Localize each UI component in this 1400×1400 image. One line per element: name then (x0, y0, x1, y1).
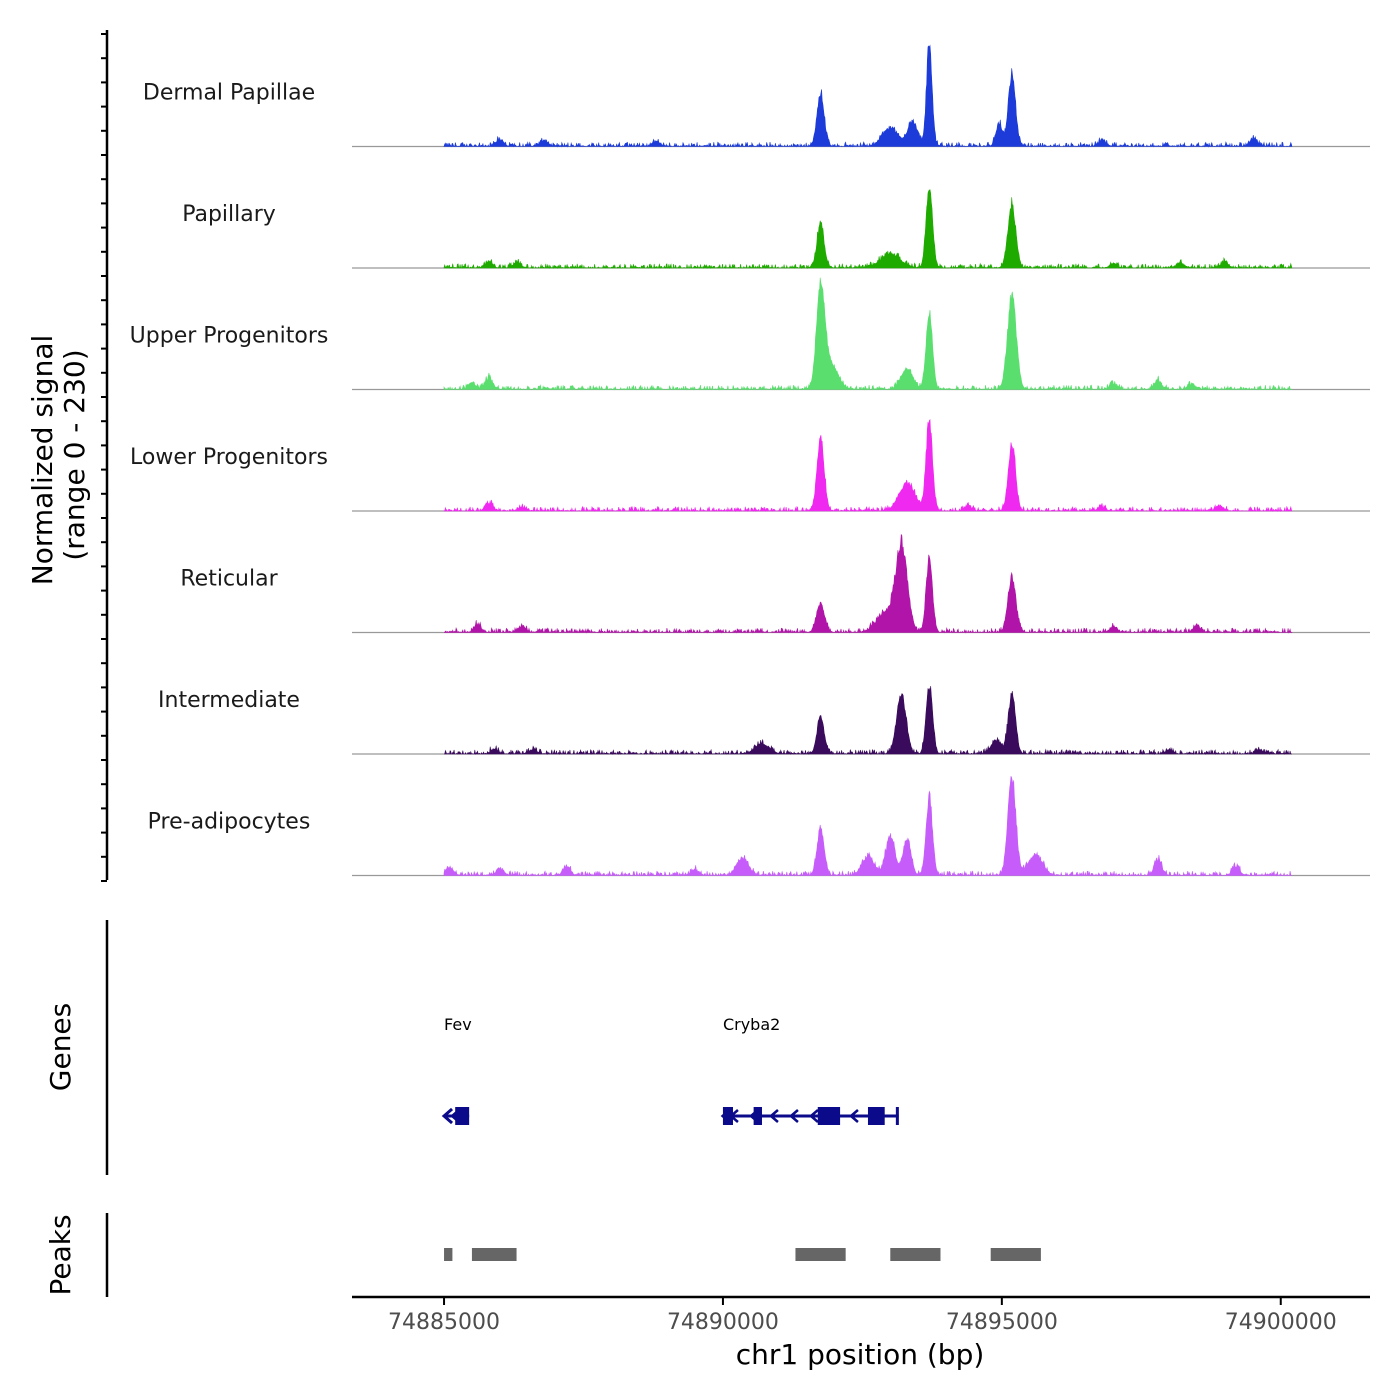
signal-area (443, 776, 1292, 877)
gene-exon (895, 1107, 899, 1125)
gene-exon (867, 1107, 885, 1125)
track-label: Intermediate (158, 688, 300, 713)
gene-exon (753, 1107, 762, 1125)
track-label: Reticular (180, 567, 278, 592)
track-label: Pre-adipocytes (148, 810, 311, 835)
signal-area (443, 189, 1293, 270)
gene-exon (722, 1107, 733, 1125)
signal-area (444, 686, 1292, 756)
x-tick-label: 74900000 (1225, 1310, 1337, 1335)
strand-arrow (809, 1109, 819, 1123)
x-axis-title: chr1 position (bp) (736, 1338, 985, 1371)
signal-area (443, 277, 1293, 391)
gene-track: Fev Cryba2 (105, 920, 899, 1175)
x-axis: 74885000 74890000 74895000 74900000 (352, 1295, 1370, 1335)
peak-region (795, 1248, 846, 1261)
gene-exon (817, 1107, 841, 1125)
track-label: Dermal Papillae (143, 81, 315, 106)
genes-track-title: Genes (44, 1003, 77, 1091)
track-intermediate: Intermediate (158, 686, 1370, 756)
strand-arrow (849, 1109, 859, 1123)
track-label: Lower Progenitors (130, 445, 328, 470)
signal-area (443, 533, 1293, 634)
y-axis-subtitle: (range 0 - 230) (58, 349, 91, 560)
peak-region (444, 1248, 453, 1261)
track-upper-progenitors: Upper Progenitors (130, 277, 1370, 391)
track-papillary: Papillary (182, 189, 1370, 270)
strand-arrow (769, 1109, 779, 1123)
signal-area (443, 418, 1293, 513)
track-reticular: Reticular (180, 533, 1370, 634)
peak-track (105, 1213, 1041, 1297)
track-dermal-papillae: Dermal Papillae (143, 44, 1370, 148)
peak-region (471, 1248, 517, 1261)
gene-exon (455, 1107, 470, 1125)
x-tick-label: 74895000 (946, 1310, 1058, 1335)
peak-region (990, 1248, 1041, 1261)
track-lower-progenitors: Lower Progenitors (130, 418, 1370, 513)
gene-label: Fev (444, 1015, 472, 1034)
strand-arrow (441, 1107, 454, 1125)
track-pre-adipocytes: Pre-adipocytes (148, 776, 1370, 877)
gene-label: Cryba2 (723, 1015, 780, 1034)
gene-cryba2: Cryba2 (720, 1015, 899, 1125)
peak-region (890, 1248, 941, 1261)
signal-tracks: Dermal Papillae Papillary Upper Progenitor… (101, 30, 1370, 882)
signal-area (443, 44, 1293, 148)
y-axis-title: Normalized signal (26, 335, 59, 586)
x-tick-label: 74890000 (667, 1310, 779, 1335)
track-label: Upper Progenitors (130, 324, 329, 349)
strand-arrow (789, 1109, 799, 1123)
gene-fev: Fev (441, 1015, 472, 1125)
peaks-track-title: Peaks (44, 1214, 77, 1295)
track-label: Papillary (182, 202, 276, 227)
x-tick-label: 74885000 (388, 1310, 500, 1335)
